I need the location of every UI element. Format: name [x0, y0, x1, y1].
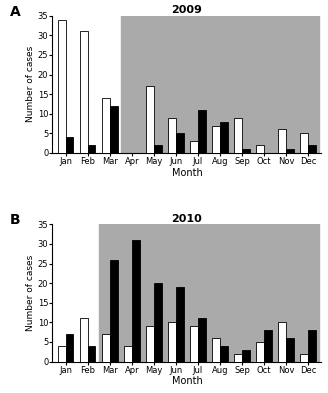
Bar: [102, 98, 110, 153]
Bar: [110, 106, 117, 153]
Bar: [176, 287, 184, 362]
Bar: [154, 145, 162, 153]
Bar: [198, 110, 206, 153]
Bar: [80, 318, 88, 362]
Bar: [146, 326, 154, 362]
Bar: [66, 334, 73, 362]
Bar: [99, 224, 319, 362]
Bar: [190, 326, 198, 362]
X-axis label: Month: Month: [172, 167, 202, 178]
Text: A: A: [10, 5, 20, 19]
Title: 2010: 2010: [172, 213, 202, 224]
X-axis label: Month: Month: [172, 376, 202, 386]
Bar: [124, 346, 132, 362]
Bar: [66, 137, 73, 153]
Bar: [121, 16, 319, 153]
Bar: [220, 121, 228, 153]
Bar: [220, 346, 228, 362]
Bar: [212, 338, 220, 362]
Y-axis label: Number of cases: Number of cases: [26, 46, 35, 123]
Bar: [300, 354, 308, 362]
Bar: [308, 145, 316, 153]
Bar: [58, 20, 66, 153]
Bar: [146, 86, 154, 153]
Title: 2009: 2009: [172, 5, 202, 15]
Bar: [278, 129, 286, 153]
Bar: [88, 145, 95, 153]
Bar: [176, 133, 184, 153]
Bar: [190, 141, 198, 153]
Bar: [300, 133, 308, 153]
Legend: $\it{P.\ vivax}$, $\it{P.\ falciparum}$: $\it{P.\ vivax}$, $\it{P.\ falciparum}$: [214, 0, 320, 5]
Bar: [242, 350, 250, 362]
Bar: [212, 125, 220, 153]
Bar: [256, 145, 264, 153]
Bar: [256, 342, 264, 362]
Bar: [110, 260, 117, 362]
Bar: [242, 149, 250, 153]
Bar: [235, 354, 242, 362]
Bar: [308, 330, 316, 362]
Bar: [286, 338, 294, 362]
Bar: [80, 31, 88, 153]
Bar: [154, 283, 162, 362]
Bar: [286, 149, 294, 153]
Text: B: B: [10, 213, 20, 227]
Bar: [168, 118, 176, 153]
Bar: [264, 330, 272, 362]
Bar: [132, 240, 139, 362]
Bar: [102, 334, 110, 362]
Bar: [278, 322, 286, 362]
Y-axis label: Number of cases: Number of cases: [26, 255, 35, 331]
Bar: [168, 322, 176, 362]
Bar: [235, 118, 242, 153]
Bar: [198, 318, 206, 362]
Bar: [88, 346, 95, 362]
Bar: [58, 346, 66, 362]
